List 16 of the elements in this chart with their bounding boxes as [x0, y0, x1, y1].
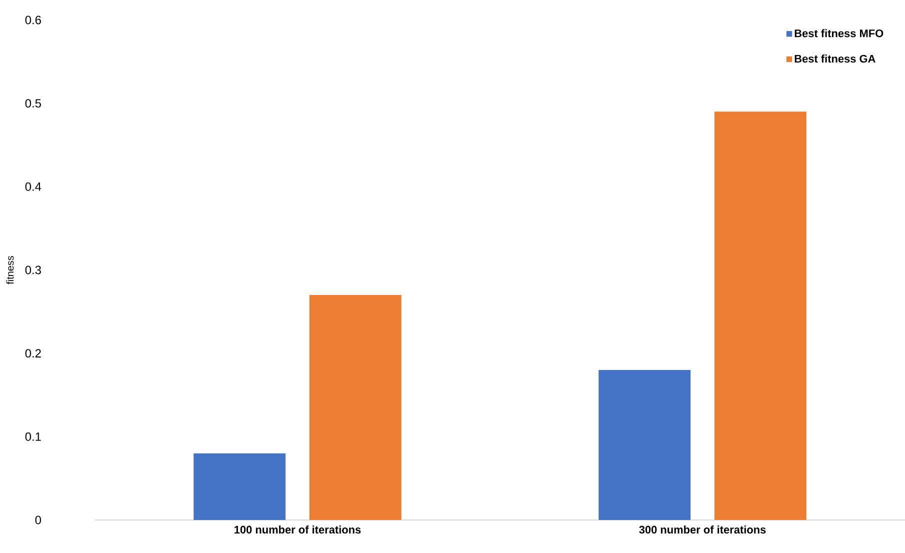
bar	[598, 370, 691, 520]
x-tick-label: 300 number of iterations	[639, 526, 766, 534]
y-tick-label: 0	[35, 516, 42, 524]
bar	[194, 453, 286, 520]
y-tick-label: 0.5	[25, 99, 41, 108]
legend-label: Best fitness MFO	[794, 29, 884, 38]
y-axis-title: fitness	[6, 256, 14, 284]
bar	[309, 294, 402, 520]
y-tick-label: 0.2	[25, 349, 41, 358]
y-tick-label: 0.3	[25, 266, 41, 274]
x-tick-label: 100 number of iterations	[234, 526, 361, 534]
y-tick-label: 0.6	[25, 16, 41, 24]
y-tick-label: 0.1	[25, 432, 41, 441]
y-tick-label: 0.4	[25, 182, 42, 191]
legend-label: Best fitness GA	[794, 54, 876, 63]
bar	[714, 112, 806, 520]
